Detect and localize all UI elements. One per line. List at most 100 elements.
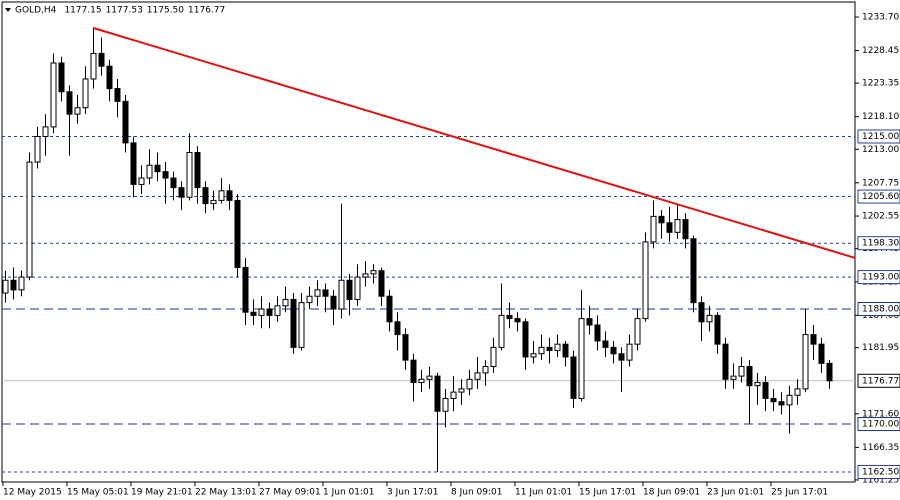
candle-body xyxy=(594,324,601,342)
candle-body xyxy=(714,314,721,345)
x-tick-label: 11 Jun 01:01 xyxy=(515,488,572,498)
y-tick-label: 1181.95 xyxy=(862,343,899,353)
menu-arrow[interactable] xyxy=(5,8,11,12)
x-tick-label: 15 May 05:01 xyxy=(67,488,129,498)
ohlc-info: 1177.15 xyxy=(64,6,101,16)
y-tick-label: 1218.10 xyxy=(862,112,899,122)
candle-body xyxy=(498,314,505,348)
level-label-box xyxy=(857,236,900,251)
candle-body xyxy=(618,353,625,361)
candle-body xyxy=(634,318,641,345)
plot-frame xyxy=(1,1,856,483)
candle-body xyxy=(706,314,713,323)
candle-body xyxy=(626,343,633,361)
level-label: 1176.77 xyxy=(862,376,899,386)
candle-body xyxy=(106,65,113,90)
candle-body xyxy=(322,289,329,297)
candles xyxy=(2,27,833,472)
level-label-box xyxy=(857,189,900,204)
y-tick-label: 1161.25 xyxy=(862,475,899,485)
candle-body xyxy=(34,135,41,163)
x-tick-label: 25 Jun 17:01 xyxy=(771,488,828,498)
candle-body xyxy=(58,62,65,93)
candle-body xyxy=(258,308,265,316)
candle-body xyxy=(562,343,569,358)
candle-body xyxy=(2,279,9,294)
candle-body xyxy=(274,305,281,316)
x-tick-label: 19 May 21:01 xyxy=(131,488,193,498)
candle-body xyxy=(402,334,409,361)
candle-body xyxy=(154,164,161,173)
candle-body xyxy=(602,340,609,348)
candle-body xyxy=(674,219,681,233)
candle-body xyxy=(42,126,49,137)
candle-body xyxy=(250,311,257,316)
candle-body xyxy=(74,107,81,115)
candle-body xyxy=(442,397,449,412)
candle-body xyxy=(386,295,393,323)
candle-body xyxy=(202,187,209,205)
candle-body xyxy=(418,378,425,384)
candle-body xyxy=(698,302,705,323)
candle-body xyxy=(50,62,57,128)
candle-body xyxy=(410,359,417,384)
candle-body xyxy=(290,298,297,348)
candle-body xyxy=(186,151,193,198)
candle-body xyxy=(10,279,17,291)
ohlc-info: 1176.77 xyxy=(188,6,225,16)
candle-body xyxy=(610,346,617,355)
candle-body xyxy=(194,151,201,189)
candle-body xyxy=(682,219,689,240)
candle-body xyxy=(66,91,73,115)
candle-body xyxy=(810,334,817,345)
y-tick-label: 1213.00 xyxy=(862,145,899,155)
candle-body xyxy=(466,378,473,390)
candle-body xyxy=(114,88,121,102)
candle-body xyxy=(98,52,105,67)
level-label: 1188.00 xyxy=(862,305,899,315)
level-label: 1193.00 xyxy=(862,273,899,283)
candle-body xyxy=(370,270,377,275)
x-tick-label: 15 Jun 17:01 xyxy=(579,488,636,498)
x-tick-label: 1 Jun 01:01 xyxy=(323,488,374,498)
candle-body xyxy=(506,314,513,320)
candle-body xyxy=(162,171,169,179)
candle-body xyxy=(570,356,577,399)
candle-body xyxy=(730,375,737,380)
candle-body xyxy=(90,52,97,80)
level-label: 1205.60 xyxy=(862,192,899,202)
candle-body xyxy=(522,321,529,358)
candle-body xyxy=(338,279,345,310)
candle-body xyxy=(18,276,25,291)
y-tick-label: 1223.35 xyxy=(862,79,899,89)
candle-body xyxy=(130,142,137,185)
symbol: GOLD,H4 xyxy=(15,6,57,16)
candle-body xyxy=(530,353,537,358)
x-tick-label: 12 May 2015 xyxy=(3,488,62,498)
candle-body xyxy=(362,273,369,278)
candle-body xyxy=(554,343,561,352)
candle-body xyxy=(474,372,481,380)
candle-body xyxy=(450,391,457,399)
candle-body xyxy=(210,199,217,205)
ohlc-info: 1177.53 xyxy=(106,6,143,16)
level-label: 1198.30 xyxy=(862,239,899,249)
level-label: 1215.00 xyxy=(862,132,899,142)
y-tick-label: 1166.35 xyxy=(862,443,899,453)
candle-body xyxy=(578,318,585,399)
candle-body xyxy=(546,346,553,352)
level-label-box xyxy=(857,129,900,144)
candle-body xyxy=(802,334,809,390)
y-tick-label: 1202.55 xyxy=(862,212,899,222)
x-tick-label: 8 Jun 09:01 xyxy=(451,488,502,498)
candle-body xyxy=(778,401,785,406)
candle-body xyxy=(658,215,665,224)
candle-body xyxy=(690,238,697,304)
candle-body xyxy=(122,100,129,144)
level-label: 1162.50 xyxy=(862,467,899,477)
y-tick-label: 1233.70 xyxy=(862,12,899,22)
candle-body xyxy=(266,308,273,316)
candle-body xyxy=(426,375,433,380)
candle-body xyxy=(754,382,761,387)
